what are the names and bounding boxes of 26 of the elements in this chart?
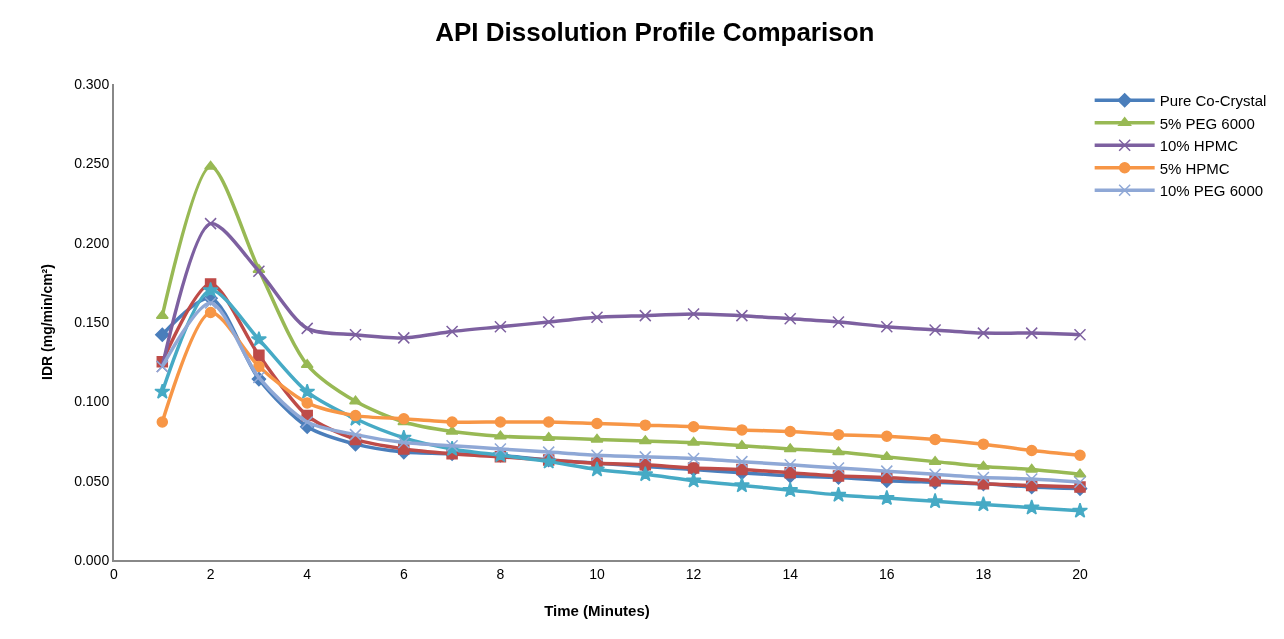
legend-label: 5% HPMC — [1159, 159, 1230, 177]
x-tick-label: 4 — [303, 565, 312, 582]
x-axis-title: Time (Minutes) — [544, 602, 650, 619]
y-tick-label: 0.150 — [74, 313, 110, 330]
x-tick-label: 0 — [110, 565, 119, 582]
x-tick-label: 6 — [399, 565, 408, 582]
legend-label: 10% HPMC — [1159, 137, 1239, 155]
x-tick-label: 16 — [879, 565, 895, 582]
y-tick-label: 0.250 — [74, 155, 110, 172]
y-tick-label: 0.300 — [74, 75, 110, 92]
x-tick-label: 8 — [496, 565, 505, 582]
chart-title: API Dissolution Profile Comparison — [435, 16, 875, 47]
x-tick-label: 20 — [1072, 565, 1088, 582]
legend-label: 5% PEG 6000 — [1159, 114, 1255, 132]
x-tick-label: 18 — [975, 565, 992, 582]
x-tick-label: 2 — [206, 565, 215, 582]
legend-label: 10% PEG 6000 — [1159, 182, 1264, 200]
y-tick-label: 0.050 — [74, 472, 110, 489]
y-tick-label: 0.100 — [74, 393, 110, 410]
x-tick-label: 12 — [685, 565, 702, 582]
y-tick-label: 0.000 — [74, 551, 110, 568]
y-tick-label: 0.200 — [74, 234, 110, 251]
legend-label: Pure Co-Crystal — [1159, 92, 1267, 110]
x-tick-label: 10 — [589, 565, 605, 582]
x-tick-label: 14 — [782, 565, 799, 582]
y-axis-title: IDR (mg/min/cm²) — [39, 264, 56, 380]
